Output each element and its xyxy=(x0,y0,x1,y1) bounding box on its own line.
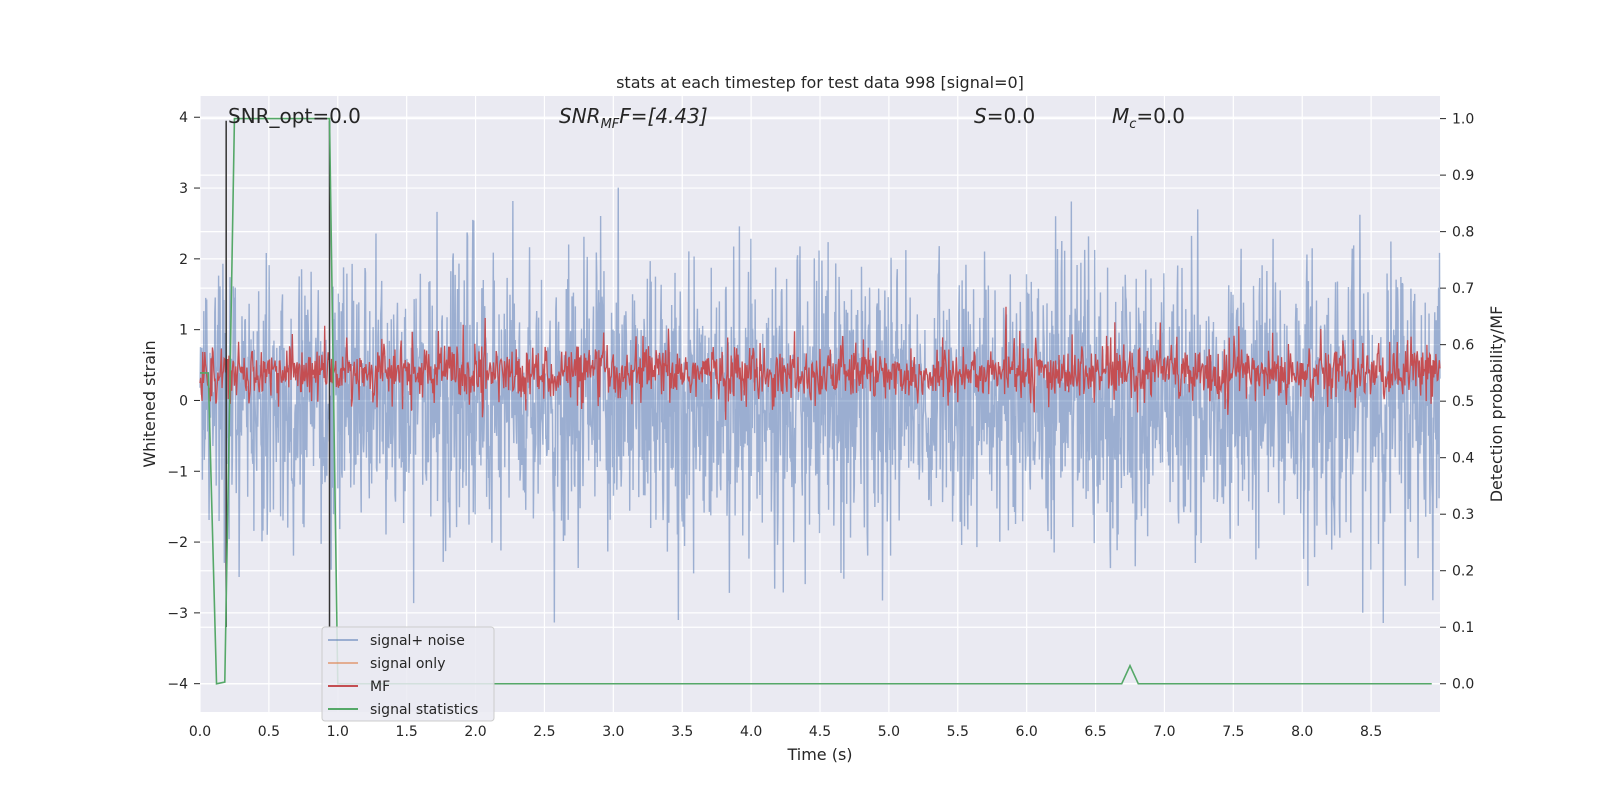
annotation-snr-mf-main: SNR xyxy=(559,104,601,128)
y-right-tick-label: 0.0 xyxy=(1452,677,1474,693)
x-tick-label: 5.0 xyxy=(878,724,900,740)
y-right-tick-label: 0.3 xyxy=(1452,507,1474,523)
x-tick-label: 0.0 xyxy=(189,724,211,740)
y-left-tick-label: 1 xyxy=(179,323,188,339)
y-right-tick-label: 1.0 xyxy=(1452,112,1474,128)
x-tick-label: 2.5 xyxy=(533,724,555,740)
annotation-mc-value: =0.0 xyxy=(1136,104,1185,128)
x-tick-label: 8.0 xyxy=(1291,724,1313,740)
x-tick-label: 1.0 xyxy=(327,724,349,740)
y-right-tick-label: 0.9 xyxy=(1452,168,1474,184)
x-tick-label: 2.0 xyxy=(464,724,486,740)
x-tick-label: 6.5 xyxy=(1084,724,1106,740)
y-right-tick-label: 0.5 xyxy=(1452,394,1474,410)
legend: signal+ noise signal only MF signal stat… xyxy=(321,626,495,722)
series-line-signal-statistics xyxy=(200,117,1432,685)
x-tick-label: 3.5 xyxy=(671,724,693,740)
annotation-s: S=0.0 xyxy=(974,104,1035,128)
y-right-tick-label: 0.1 xyxy=(1452,620,1474,636)
y-left-tick-label: 4 xyxy=(179,110,188,126)
x-axis-label: Time (s) xyxy=(786,745,852,764)
x-tick-label: 4.0 xyxy=(740,724,762,740)
y-left-tick-label: −2 xyxy=(167,535,188,551)
annotation-mc-main: M xyxy=(1112,104,1129,128)
legend-label-signal-statistics: signal statistics xyxy=(370,702,478,718)
chart-title: stats at each timestep for test data 998… xyxy=(616,73,1024,92)
y-axis-label-left: Whitened strain xyxy=(140,340,159,467)
x-tick-label: 8.5 xyxy=(1360,724,1382,740)
x-tick-label: 3.0 xyxy=(602,724,624,740)
annotation-snr-mf-value-f: F=[4.43] xyxy=(619,104,707,128)
y-right-tick-label: 0.7 xyxy=(1452,281,1474,297)
series-line-mf xyxy=(199,306,1441,420)
annotation-mc: Mc=0.0 xyxy=(1112,104,1185,132)
y-right-tick-label: 0.2 xyxy=(1452,564,1474,580)
y-right-tick-label: 0.6 xyxy=(1452,338,1474,354)
x-tick-label: 7.5 xyxy=(1222,724,1244,740)
annotations: SNR_opt=0.0 SNRMFF=[4.43] S=0.0 Mc=0.0 xyxy=(228,104,1185,132)
legend-label-signal-only: signal only xyxy=(370,656,445,672)
x-tick-label: 0.5 xyxy=(258,724,280,740)
annotation-snr-mf: SNRMFF=[4.43] xyxy=(559,104,708,132)
x-tick-label: 6.0 xyxy=(1016,724,1038,740)
x-tick-label: 1.5 xyxy=(396,724,418,740)
x-tick-label: 5.5 xyxy=(947,724,969,740)
legend-box xyxy=(321,626,495,722)
series-layer xyxy=(199,117,1441,685)
x-tick-label: 7.0 xyxy=(1153,724,1175,740)
y-left-tick-label: −3 xyxy=(167,606,188,622)
annotation-snr-mf-sub: MF xyxy=(601,117,620,132)
annotation-s-main: S xyxy=(974,104,987,128)
y-axis-label-right: Detection probability/MF xyxy=(1487,306,1506,503)
annotation-snr-opt: SNR_opt=0.0 xyxy=(228,104,361,128)
annotation-s-value: =0.0 xyxy=(987,104,1036,128)
y-left-tick-label: 0 xyxy=(179,393,188,409)
y-left-tick-label: 2 xyxy=(179,252,188,268)
legend-label-mf: MF xyxy=(370,679,390,695)
ticks: 0.0 0.5 1.0 1.5 2.0 2.5 3.0 3.5 4.0 4.5 5.0 5.5 6.0 6… xyxy=(167,110,1474,740)
series-line-signal-noise xyxy=(199,187,1441,623)
y-left-tick-label: −4 xyxy=(167,677,188,693)
y-right-tick-label: 0.8 xyxy=(1452,225,1474,241)
y-left-tick-label: 3 xyxy=(179,181,188,197)
legend-label-signal-noise: signal+ noise xyxy=(370,633,465,649)
annotation-mc-sub: c xyxy=(1129,117,1136,132)
x-tick-label: 4.5 xyxy=(809,724,831,740)
y-right-tick-label: 0.4 xyxy=(1452,451,1474,467)
y-left-tick-label: −1 xyxy=(167,464,188,480)
